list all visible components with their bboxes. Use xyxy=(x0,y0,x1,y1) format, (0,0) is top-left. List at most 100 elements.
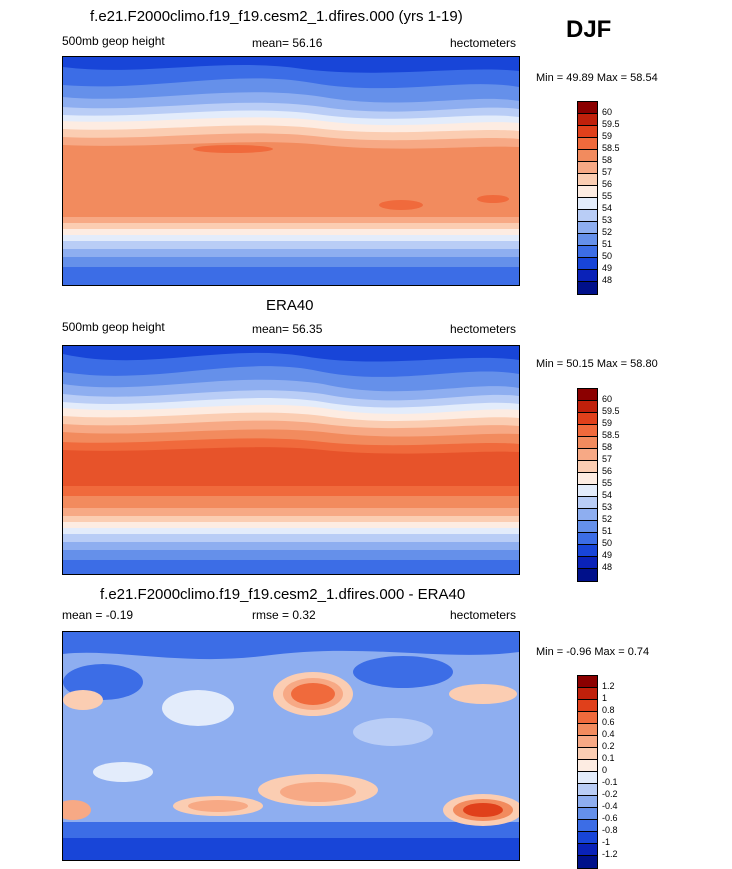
panel-2-left-label: 500mb geop height xyxy=(62,320,165,334)
panel-3-title: f.e21.F2000climo.f19_f19.cesm2_1.dfires.… xyxy=(100,586,466,603)
colorbar-tick-label: 0.8 xyxy=(602,705,615,715)
panel-2-map xyxy=(62,345,520,575)
colorbar-segment xyxy=(578,198,597,210)
colorbar-segment xyxy=(578,234,597,246)
colorbar-segment xyxy=(578,102,597,114)
colorbar-tick-label: 55 xyxy=(602,191,613,201)
colorbar-segment xyxy=(578,832,597,844)
colorbar-tick-label: 59.5 xyxy=(602,119,620,129)
panel-1-mean-label: mean= 56.16 xyxy=(252,36,323,50)
colorbar-segment xyxy=(578,114,597,126)
panel-3-map xyxy=(62,631,520,861)
colorbar-tick-label: -1.2 xyxy=(602,849,618,859)
colorbar-segment xyxy=(578,425,597,437)
panel-3-rmse-label: rmse = 0.32 xyxy=(252,608,316,622)
colorbar-segment xyxy=(578,569,597,581)
colorbar-segment xyxy=(578,760,597,772)
colorbar-tick-label: 55 xyxy=(602,478,613,488)
panel-1-minmax: Min = 49.89 Max = 58.54 xyxy=(536,72,658,84)
colorbar-tick-label: 53 xyxy=(602,215,613,225)
colorbar-tick-label: 56 xyxy=(602,179,613,189)
colorbar-segment xyxy=(578,688,597,700)
panel-3-units-label: hectometers xyxy=(450,608,517,622)
colorbar-tick-label: 60 xyxy=(602,107,613,117)
colorbar-tick-label: 54 xyxy=(602,203,613,213)
colorbar-segment xyxy=(578,712,597,724)
colorbar-segment xyxy=(578,736,597,748)
colorbar-tick-label: 58.5 xyxy=(602,430,620,440)
colorbar-tick-label: 0.6 xyxy=(602,717,615,727)
colorbar-segment xyxy=(578,222,597,234)
colorbar-segment xyxy=(578,246,597,258)
colorbar-tick-label: 1.2 xyxy=(602,681,615,691)
panel-2-title: ERA40 xyxy=(266,297,314,314)
colorbar-segment xyxy=(578,521,597,533)
colorbar-segment xyxy=(578,186,597,198)
panel-2-mean-label: mean= 56.35 xyxy=(252,322,323,336)
colorbar-tick-label: -0.2 xyxy=(602,789,618,799)
colorbar-tick-label: 49 xyxy=(602,263,613,273)
colorbar-tick-label: 59 xyxy=(602,131,613,141)
colorbar-segment xyxy=(578,784,597,796)
panel-1-map xyxy=(62,56,520,286)
colorbar-segment xyxy=(578,401,597,413)
colorbar-segment xyxy=(578,485,597,497)
colorbar-segment xyxy=(578,772,597,784)
colorbar-tick-label: 52 xyxy=(602,514,613,524)
colorbar-segment xyxy=(578,796,597,808)
colorbar-segment xyxy=(578,449,597,461)
colorbar-segment xyxy=(578,437,597,449)
colorbar-segment xyxy=(578,461,597,473)
colorbar-tick-label: 53 xyxy=(602,502,613,512)
colorbar-segment xyxy=(578,748,597,760)
colorbar-tick-label: -1 xyxy=(602,837,611,847)
panel-1-title: f.e21.F2000climo.f19_f19.cesm2_1.dfires.… xyxy=(90,8,463,25)
colorbar-tick-label: 59.5 xyxy=(602,406,620,416)
colorbar-segment xyxy=(578,413,597,425)
colorbar-segment xyxy=(578,844,597,856)
colorbar-tick-label: 0.1 xyxy=(602,753,615,763)
panel-2-colorbar xyxy=(577,388,598,582)
colorbar-segment xyxy=(578,509,597,521)
colorbar-tick-label: 54 xyxy=(602,490,613,500)
colorbar-tick-label: 58 xyxy=(602,442,613,452)
colorbar-segment xyxy=(578,473,597,485)
colorbar-segment xyxy=(578,138,597,150)
colorbar-segment xyxy=(578,545,597,557)
colorbar-tick-label: -0.1 xyxy=(602,777,618,787)
colorbar-segment xyxy=(578,174,597,186)
colorbar-tick-label: 48 xyxy=(602,562,613,572)
colorbar-tick-label: 59 xyxy=(602,418,613,428)
panel-2-units-label: hectometers xyxy=(450,322,517,336)
colorbar-segment xyxy=(578,150,597,162)
colorbar-tick-label: -0.4 xyxy=(602,801,618,811)
colorbar-tick-label: 0.2 xyxy=(602,741,615,751)
colorbar-segment xyxy=(578,389,597,401)
colorbar-segment xyxy=(578,856,597,868)
colorbar-segment xyxy=(578,700,597,712)
colorbar-tick-label: 57 xyxy=(602,454,613,464)
colorbar-tick-label: 50 xyxy=(602,538,613,548)
colorbar-tick-label: -0.6 xyxy=(602,813,618,823)
panel-1-left-label: 500mb geop height xyxy=(62,34,165,48)
colorbar-segment xyxy=(578,676,597,688)
colorbar-tick-label: 56 xyxy=(602,466,613,476)
colorbar-segment xyxy=(578,724,597,736)
colorbar-tick-label: 52 xyxy=(602,227,613,237)
panel-3-left-label: mean = -0.19 xyxy=(62,608,134,622)
colorbar-segment xyxy=(578,497,597,509)
colorbar-segment xyxy=(578,820,597,832)
colorbar-tick-label: 60 xyxy=(602,394,613,404)
season-label: DJF xyxy=(566,16,612,43)
colorbar-tick-label: 50 xyxy=(602,251,613,261)
colorbar-segment xyxy=(578,282,597,294)
colorbar-segment xyxy=(578,126,597,138)
colorbar-tick-label: 49 xyxy=(602,550,613,560)
colorbar-tick-label: -0.8 xyxy=(602,825,618,835)
panel-2-minmax: Min = 50.15 Max = 58.80 xyxy=(536,358,658,370)
colorbar-segment xyxy=(578,808,597,820)
colorbar-tick-label: 1 xyxy=(602,693,608,703)
colorbar-tick-label: 48 xyxy=(602,275,613,285)
colorbar-tick-label: 51 xyxy=(602,239,613,249)
colorbar-tick-label: 0 xyxy=(602,765,608,775)
